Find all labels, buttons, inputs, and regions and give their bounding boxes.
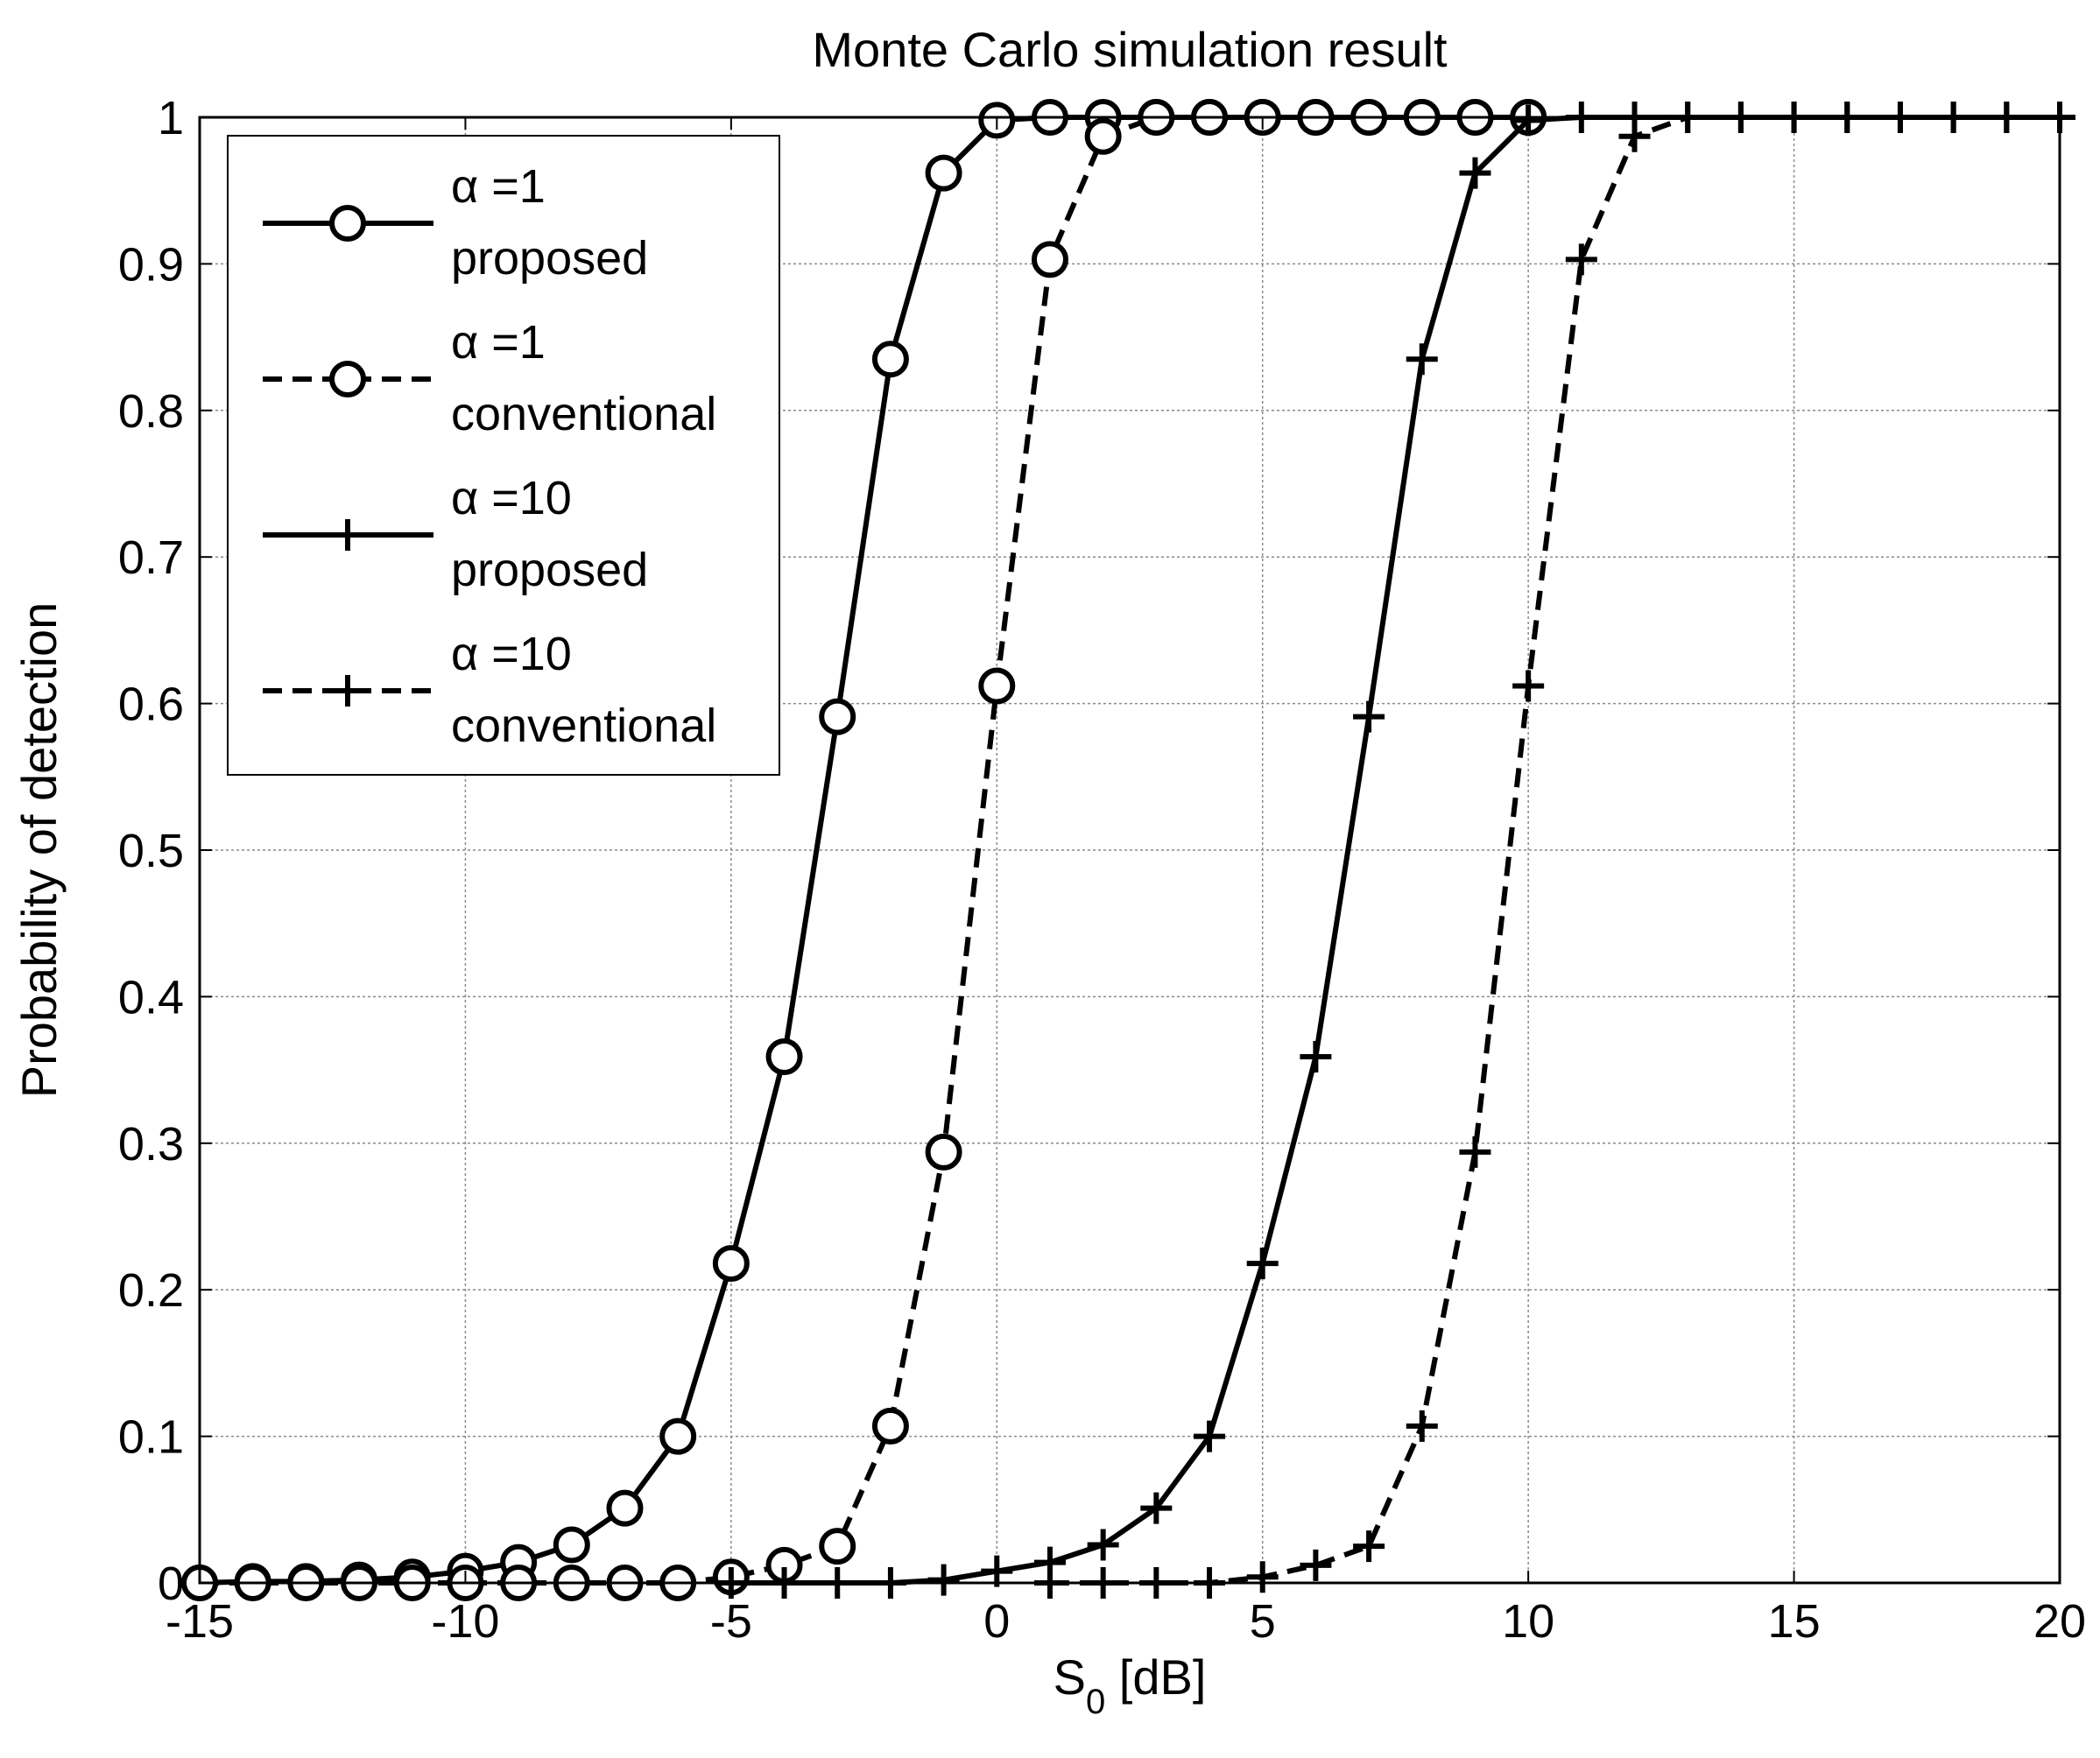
y-tick-label: 0	[158, 1558, 184, 1610]
data-point	[978, 667, 1016, 705]
legend-alpha-symbol: α	[451, 472, 478, 524]
data-point	[925, 154, 962, 192]
data-point	[1406, 1410, 1438, 1442]
legend-label-line2: conventional	[451, 388, 716, 440]
legend-label-line2: proposed	[451, 544, 648, 596]
data-point	[927, 1564, 960, 1596]
legend-alpha-symbol: α	[451, 316, 478, 369]
x-tick-label: -15	[166, 1595, 234, 1648]
legend-box	[227, 135, 780, 776]
data-point	[712, 1245, 750, 1283]
y-tick-label: 0.1	[118, 1411, 184, 1464]
y-tick-label: 0.6	[118, 679, 184, 731]
y-axis-label: Probability of detection	[11, 602, 67, 1099]
legend-label-line1: α =1	[451, 160, 546, 213]
data-point	[1565, 243, 1597, 276]
legend-alpha-value: =1	[478, 160, 546, 213]
legend-entry-3: α =10 proposed	[263, 472, 648, 596]
y-tick-label: 0.3	[118, 1118, 184, 1171]
y-tick-label: 0.2	[118, 1264, 184, 1317]
data-point	[1512, 670, 1545, 702]
data-point	[819, 1528, 856, 1565]
legend-alpha-value: =10	[478, 472, 572, 524]
data-point	[765, 1038, 803, 1076]
y-tick-label: 1	[158, 92, 184, 144]
data-point	[1194, 1420, 1226, 1452]
legend-marker	[332, 519, 363, 551]
y-tick-label: 0.8	[118, 385, 184, 438]
legend-entry-4: α =10 conventional	[263, 628, 716, 752]
legend-label-line2: conventional	[451, 700, 716, 752]
data-point	[1406, 343, 1438, 376]
x-axis-label-subscript: 0	[1086, 1683, 1105, 1721]
data-point	[1353, 700, 1385, 733]
data-point	[819, 698, 856, 735]
x-tick-label: 10	[1502, 1595, 1554, 1648]
data-point	[1459, 157, 1491, 189]
data-point	[1459, 1136, 1491, 1168]
legend-label-line1: α =10	[451, 628, 572, 680]
y-tick-label: 0.5	[118, 825, 184, 877]
y-tick-label: 0.9	[118, 238, 184, 291]
legend-entry-1: α =1 proposed	[263, 160, 648, 285]
data-point	[553, 1526, 590, 1564]
x-tick-label: 15	[1768, 1595, 1821, 1648]
data-point	[1300, 1549, 1332, 1581]
data-point	[1087, 1529, 1119, 1561]
x-tick-label: 20	[2033, 1595, 2086, 1648]
legend-label-line2: proposed	[451, 232, 648, 285]
data-point	[659, 1417, 697, 1455]
data-point	[1618, 120, 1651, 152]
x-axis-label: S0 [dB]	[1054, 1649, 1207, 1721]
legend-label-line1: α =1	[451, 316, 546, 369]
legend-alpha-symbol: α	[451, 628, 478, 680]
x-tick-label: 5	[1250, 1595, 1276, 1648]
x-tick-label: -5	[710, 1595, 752, 1648]
data-point	[1084, 117, 1122, 155]
legend-alpha-value: =1	[478, 316, 546, 369]
data-point	[925, 1133, 962, 1171]
legend-marker	[329, 361, 366, 397]
data-point	[1246, 1248, 1279, 1280]
x-axis-label-unit: [dB]	[1105, 1649, 1206, 1705]
x-axis-label-main: S	[1054, 1649, 1086, 1705]
y-tick-label: 0.7	[118, 531, 184, 584]
data-point	[1031, 241, 1068, 278]
legend-alpha-value: =10	[478, 628, 572, 680]
x-tick-label: 0	[983, 1595, 1010, 1648]
data-point	[606, 1489, 644, 1527]
legend-marker	[329, 205, 366, 242]
data-point	[871, 1407, 909, 1445]
data-point	[1140, 1492, 1173, 1524]
y-tick-label: 0.4	[118, 971, 184, 1023]
legend-marker	[332, 675, 363, 707]
data-point	[1353, 1530, 1385, 1563]
legend-entry-2: α =1 conventional	[263, 316, 716, 440]
chart-title: Monte Carlo simulation result	[812, 22, 1448, 77]
legend-label-line1: α =10	[451, 472, 572, 524]
legend: α =1 proposed α =1 conventional α =10 propose…	[227, 135, 780, 776]
data-point	[871, 341, 909, 378]
axis-ticks: -15 -10 -5 0 5 10 15 20 0 0.1 0.2 0.3 0.4 0.5 0.6 0.7 0.…	[118, 92, 2086, 1648]
x-tick-label: -10	[431, 1595, 499, 1648]
data-point	[1300, 1041, 1332, 1073]
legend-alpha-symbol: α	[451, 160, 478, 213]
